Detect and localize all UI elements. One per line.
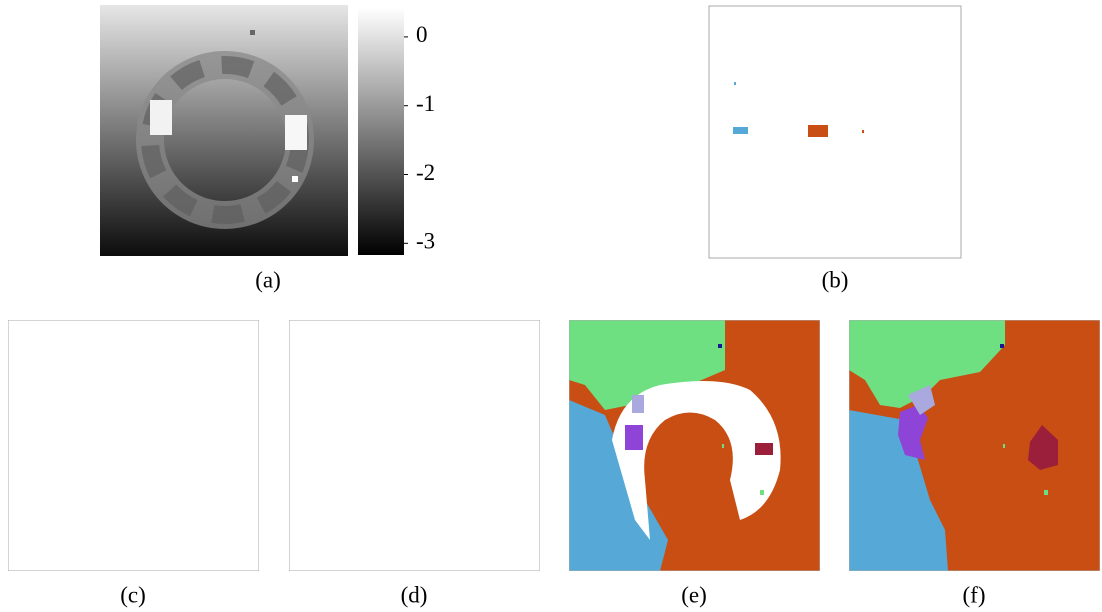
segmentation-e [569, 320, 820, 571]
panel-label: (b) [822, 267, 849, 292]
colorbar-ticks: 0 -1 -2 -3 [404, 22, 435, 253]
panel-label: (a) [255, 267, 281, 292]
panel-label: (e) [681, 582, 707, 607]
depth-image [100, 5, 348, 256]
segmentation-d [289, 320, 540, 571]
panel-label: (d) [401, 582, 428, 607]
colorbar-tick-label: -2 [416, 160, 435, 185]
colorbar-tick-label: -3 [416, 229, 435, 254]
panel-label: (f) [963, 582, 986, 607]
colorbar-tick-label: -1 [416, 91, 435, 116]
colorbar-tick-label: 0 [416, 22, 428, 47]
segmentation-f [849, 320, 1100, 571]
segmentation-b [709, 6, 961, 258]
segmentation-c [8, 320, 259, 571]
figure: 0 -1 -2 -3 [0, 0, 1102, 612]
panel-label: (c) [120, 582, 146, 607]
colorbar [358, 8, 404, 255]
